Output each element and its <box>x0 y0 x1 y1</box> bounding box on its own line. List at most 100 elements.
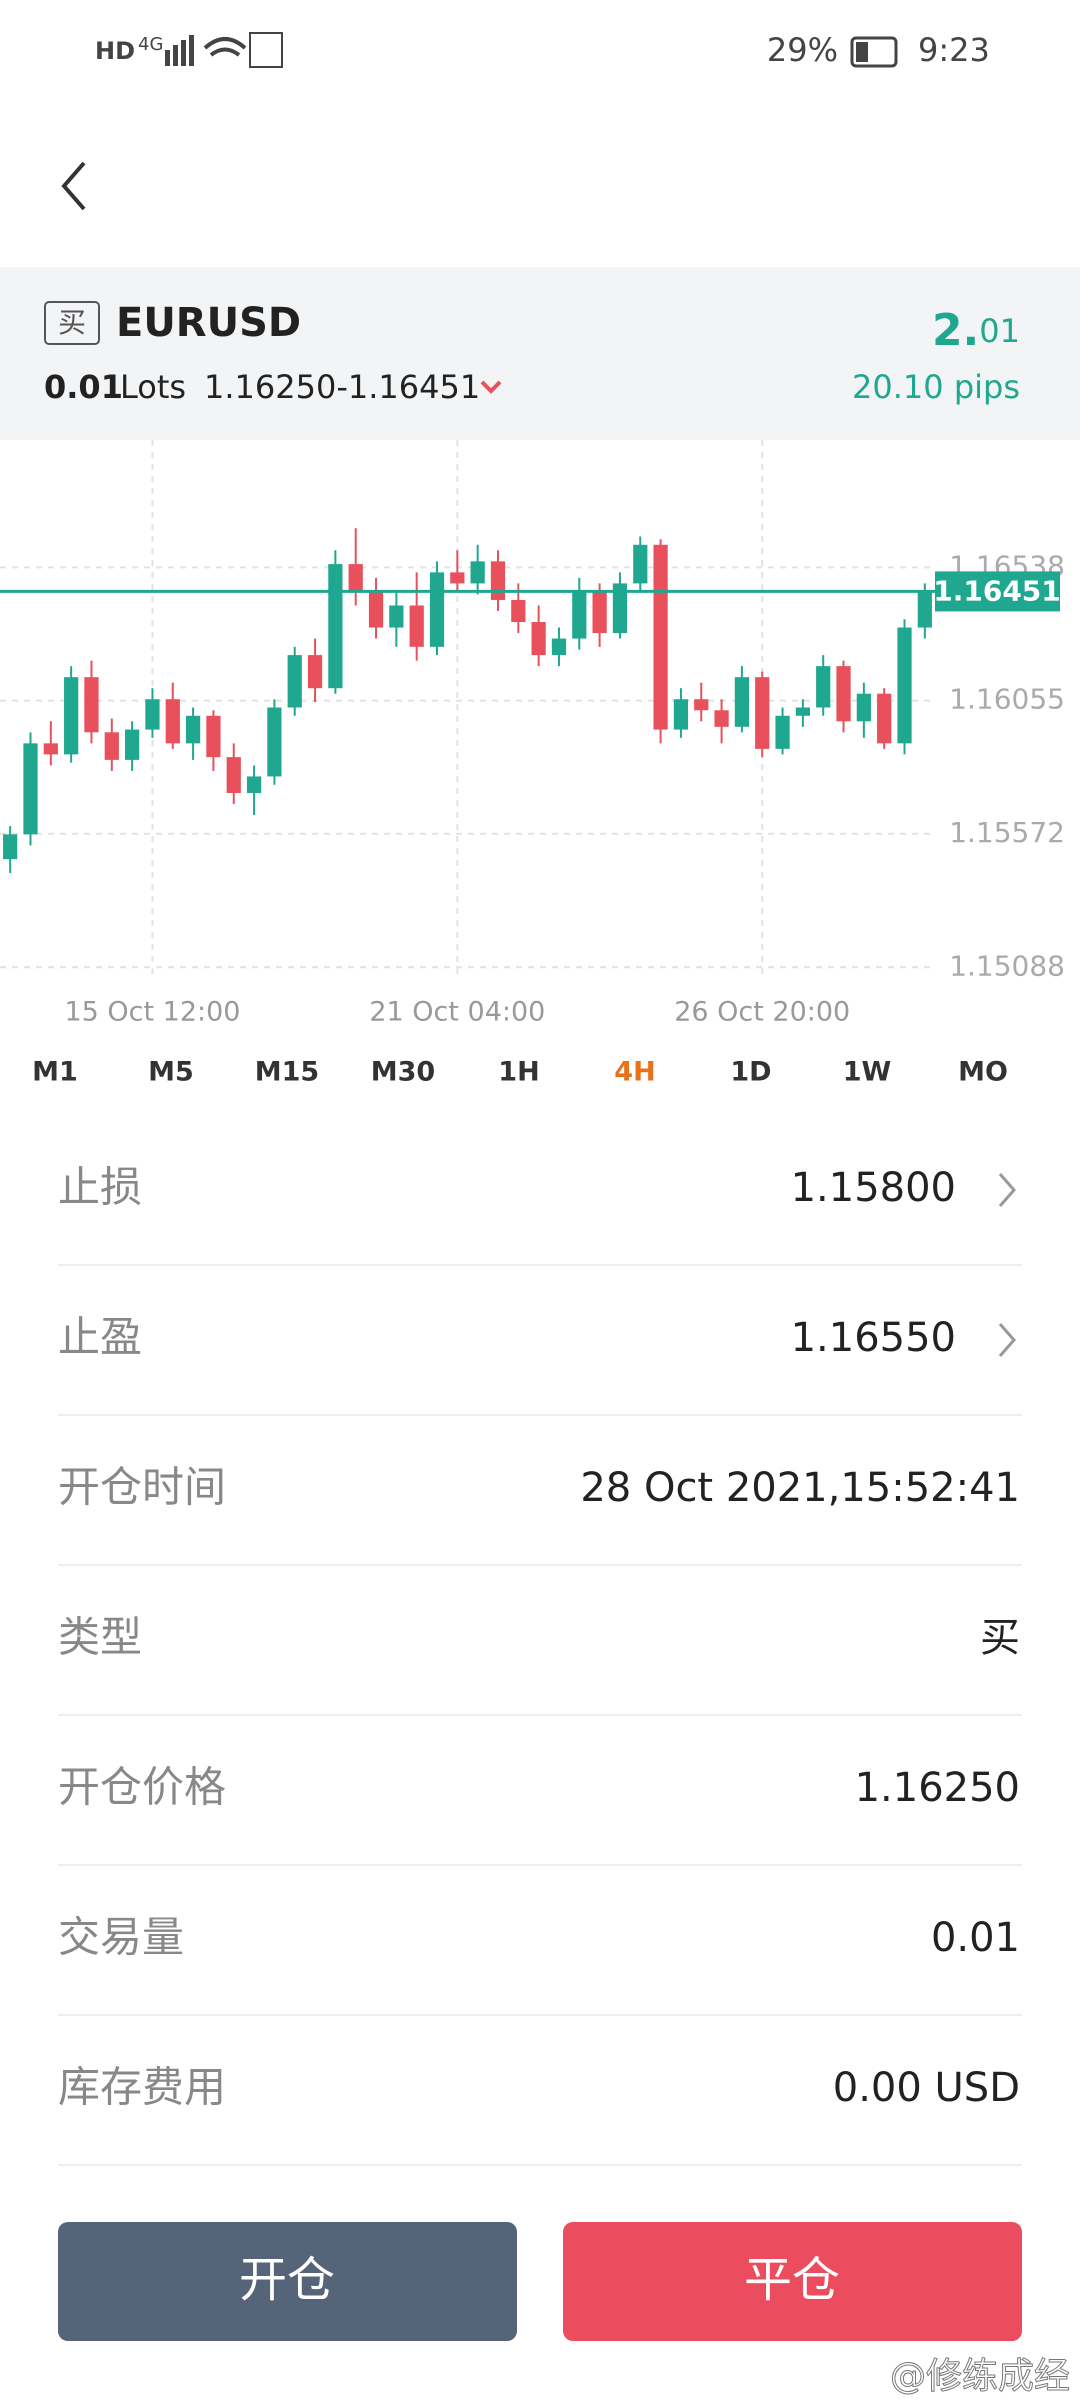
timeframe-tab[interactable]: 1W <box>843 1057 892 1088</box>
price-tag-label: 1.16451 <box>933 574 1061 607</box>
pips: 20.10 pips <box>852 368 1020 406</box>
candle-body <box>328 564 343 689</box>
candle-body <box>694 699 709 711</box>
candle-body <box>3 834 18 860</box>
candle-body <box>470 561 485 584</box>
profit-dec: 01 <box>979 312 1020 350</box>
close-button[interactable] <box>563 2222 1022 2341</box>
status-time: 9:23 <box>918 31 990 69</box>
candle-body <box>267 707 282 777</box>
candle-body <box>429 572 445 647</box>
status-signal: 4G <box>138 34 163 55</box>
detail-label: 交易量 <box>58 1913 184 1962</box>
candle-body <box>877 693 892 744</box>
profit: 2.01 <box>932 305 1020 356</box>
timeframe-tab[interactable]: 4H <box>614 1057 655 1088</box>
y-tick-label: 1.15572 <box>949 816 1065 849</box>
open-button[interactable] <box>58 2222 517 2341</box>
candle-body <box>409 605 424 647</box>
chevron[interactable] <box>998 1173 1016 1207</box>
candle-body <box>145 699 160 730</box>
detail-value: 0.01 <box>931 1915 1020 1961</box>
timeframe-tab[interactable]: M15 <box>255 1057 319 1088</box>
candle-body <box>633 544 648 584</box>
header-band <box>0 267 1080 440</box>
battery-text: 29% <box>767 31 838 69</box>
candle-body <box>206 715 221 758</box>
detail-label: 库存费用 <box>58 2063 226 2112</box>
candle-body <box>836 666 851 722</box>
symbol: EURUSD <box>116 300 301 346</box>
timeframe-tab[interactable]: M1 <box>32 1057 78 1088</box>
dropdown-arrow[interactable] <box>480 380 502 394</box>
details: 止损 1.15800 止盈 1.16550 开仓时间 28 Oct 2021,15:52:… <box>58 1163 1022 2166</box>
candle-body <box>816 666 831 708</box>
candle-body <box>389 605 404 628</box>
timeframe-tab[interactable]: M5 <box>148 1057 194 1088</box>
side-badge: 买 <box>58 306 86 339</box>
candle-body <box>307 655 323 689</box>
candle-body <box>755 677 770 749</box>
watermark: @修练成经 <box>890 2356 1070 2397</box>
timeframe-tab[interactable]: 1H <box>498 1057 539 1088</box>
candle-body <box>43 743 58 755</box>
candle-body <box>511 599 526 623</box>
close-button-label: 平仓 <box>744 2252 840 2308</box>
price-range: 1.16250-1.16451 <box>204 368 480 406</box>
detail-value: 1.15800 <box>791 1165 956 1211</box>
back-button[interactable] <box>61 161 86 211</box>
x-tick-label: 15 Oct 12:00 <box>64 997 240 1028</box>
status-network: HD <box>95 37 135 65</box>
detail-label: 开仓价格 <box>58 1763 226 1812</box>
open-button-label: 开仓 <box>239 2252 335 2308</box>
candle-body <box>450 572 465 584</box>
candle-body <box>165 699 180 744</box>
side-badge-box <box>44 301 100 345</box>
app-icon <box>249 32 283 68</box>
detail-label: 类型 <box>58 1613 142 1662</box>
detail-value: 28 Oct 2021,15:52:41 <box>580 1465 1020 1511</box>
candle-body <box>287 655 302 708</box>
detail-value: 0.00 USD <box>833 2065 1020 2111</box>
candle-body <box>531 622 546 656</box>
battery-icon <box>850 36 898 68</box>
candle-body <box>917 591 932 628</box>
signal-icon <box>165 35 194 66</box>
candle-body <box>673 699 689 730</box>
candle-body <box>856 693 871 722</box>
detail-label: 止盈 <box>58 1313 142 1362</box>
y-tick-label: 1.15088 <box>949 949 1065 982</box>
detail-value: 1.16250 <box>855 1765 1020 1811</box>
x-tick-label: 21 Oct 04:00 <box>369 997 545 1028</box>
battery-level <box>856 42 868 62</box>
candle-body <box>185 715 201 744</box>
candle-body <box>775 715 790 749</box>
candle-body <box>125 729 140 760</box>
lots: 0.01 <box>44 368 123 406</box>
candle-body <box>551 638 567 656</box>
timeframe-tabs: M1 M5 M15 M30 1H 4H 1D 1W MO <box>32 1057 1008 1088</box>
lots-unit: Lots <box>120 368 186 406</box>
candle-body <box>734 677 750 727</box>
candle-body <box>897 627 912 744</box>
candle-body <box>348 564 363 592</box>
candle-body <box>592 591 607 634</box>
candle-body <box>490 561 506 600</box>
candle-body <box>64 677 79 755</box>
timeframe-tab[interactable]: M30 <box>371 1057 435 1088</box>
profit-int: 2. <box>932 305 979 356</box>
candle-body <box>104 732 119 760</box>
x-tick-label: 26 Oct 20:00 <box>674 997 850 1028</box>
detail-value: 1.16550 <box>791 1315 956 1361</box>
timeframe-tab[interactable]: 1D <box>730 1057 771 1088</box>
detail-label: 开仓时间 <box>58 1463 226 1512</box>
timeframe-tab[interactable]: MO <box>958 1057 1008 1088</box>
detail-value: 买 <box>980 1615 1020 1661</box>
wifi-icon <box>203 37 247 57</box>
candle-body <box>795 707 810 716</box>
candle-body <box>23 743 38 835</box>
candle-body <box>572 591 587 639</box>
chevron[interactable] <box>998 1323 1016 1357</box>
